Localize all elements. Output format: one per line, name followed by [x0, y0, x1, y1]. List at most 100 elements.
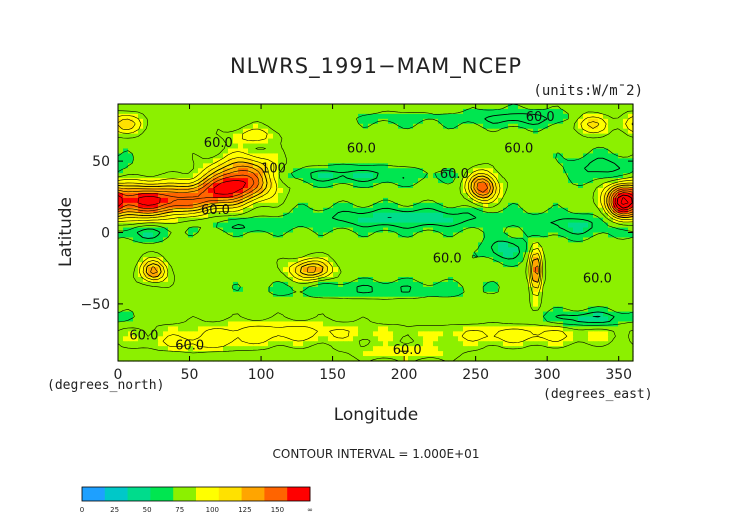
heat-cell	[218, 217, 224, 224]
heat-cell	[583, 286, 589, 293]
heat-cell	[603, 336, 609, 342]
heat-cell	[348, 311, 354, 318]
heat-cell	[348, 188, 354, 194]
heat-cell	[533, 104, 539, 110]
heat-cell	[443, 316, 449, 323]
heat-cell	[253, 113, 259, 120]
heat-cell	[578, 316, 584, 323]
heat-cell	[258, 267, 264, 273]
heat-cell	[443, 272, 449, 278]
heat-cell	[198, 301, 204, 308]
heat-cell	[438, 311, 444, 318]
heat-cell	[173, 178, 179, 184]
heat-cell	[153, 272, 159, 278]
heat-cell	[183, 163, 189, 169]
heat-cell	[558, 316, 564, 323]
heat-cell	[338, 138, 344, 145]
heat-cell	[408, 153, 414, 159]
heat-cell	[493, 281, 499, 288]
heat-cell	[493, 158, 499, 164]
heat-cell	[573, 133, 579, 140]
heat-cell	[278, 252, 284, 258]
heat-cell	[128, 212, 134, 219]
heat-cell	[423, 178, 429, 184]
heat-cell	[238, 108, 244, 115]
heat-cell	[588, 128, 594, 135]
heat-cell	[383, 153, 389, 159]
heat-cell	[358, 276, 364, 283]
heat-cell	[298, 197, 304, 204]
heat-cell	[218, 296, 224, 303]
heat-cell	[523, 227, 529, 234]
heat-cell	[488, 316, 494, 323]
heat-cell	[163, 237, 169, 243]
heat-cell	[163, 247, 169, 253]
heat-cell	[593, 133, 599, 140]
heat-cell	[253, 153, 259, 159]
heat-cell	[573, 153, 579, 159]
heat-cell	[413, 272, 419, 278]
heat-cell	[268, 286, 274, 293]
heat-cell	[468, 296, 474, 303]
heat-cell	[488, 222, 494, 229]
heat-cell	[148, 247, 154, 253]
heat-cell	[493, 108, 499, 115]
heat-cell	[468, 153, 474, 159]
heat-cell	[118, 148, 124, 155]
heat-cell	[453, 143, 459, 150]
heat-cell	[258, 316, 264, 323]
heat-cell	[303, 143, 309, 150]
heat-cell	[388, 148, 394, 155]
heat-cell	[288, 267, 294, 273]
heat-cell	[268, 272, 274, 278]
heat-cell	[538, 188, 544, 194]
heat-cell	[408, 306, 414, 313]
heat-cell	[188, 291, 194, 298]
heat-cell	[188, 212, 194, 219]
heat-cell	[468, 316, 474, 323]
heat-cell	[538, 178, 544, 184]
heat-cell	[313, 178, 319, 184]
heat-cell	[568, 296, 574, 303]
heat-cell	[263, 217, 269, 224]
heat-cell	[378, 286, 384, 293]
heat-cell	[178, 262, 184, 268]
heat-cell	[178, 281, 184, 288]
heat-cell	[353, 113, 359, 120]
heat-cell	[223, 143, 229, 150]
heat-cell	[163, 296, 169, 303]
heat-cell	[128, 311, 134, 318]
heat-cell	[538, 202, 544, 209]
heat-cell	[578, 197, 584, 204]
heat-cell	[393, 336, 399, 342]
heat-cell	[363, 222, 369, 229]
heat-cell	[118, 301, 124, 308]
heat-cell	[388, 118, 394, 125]
heat-cell	[268, 108, 274, 115]
heat-cell	[388, 123, 394, 130]
heat-cell	[488, 336, 494, 342]
heat-cell	[283, 316, 289, 323]
heat-cell	[248, 247, 254, 253]
heat-cell	[298, 227, 304, 234]
heat-cell	[323, 252, 329, 258]
heat-cell	[578, 222, 584, 229]
heat-cell	[593, 252, 599, 258]
heat-cell	[278, 311, 284, 318]
heat-cell	[578, 301, 584, 308]
heat-cell	[268, 118, 274, 125]
heat-cell	[543, 331, 549, 337]
heat-cell	[418, 143, 424, 150]
heat-cell	[518, 237, 524, 243]
heat-cell	[548, 291, 554, 298]
heat-cell	[233, 272, 239, 278]
heat-cell	[433, 262, 439, 268]
heat-cell	[503, 118, 509, 125]
heat-cell	[228, 173, 234, 179]
heat-cell	[118, 153, 124, 159]
heat-cell	[428, 267, 434, 273]
heat-cell	[468, 286, 474, 293]
heat-cell	[183, 311, 189, 318]
heat-cell	[303, 227, 309, 234]
heat-cell	[443, 336, 449, 342]
